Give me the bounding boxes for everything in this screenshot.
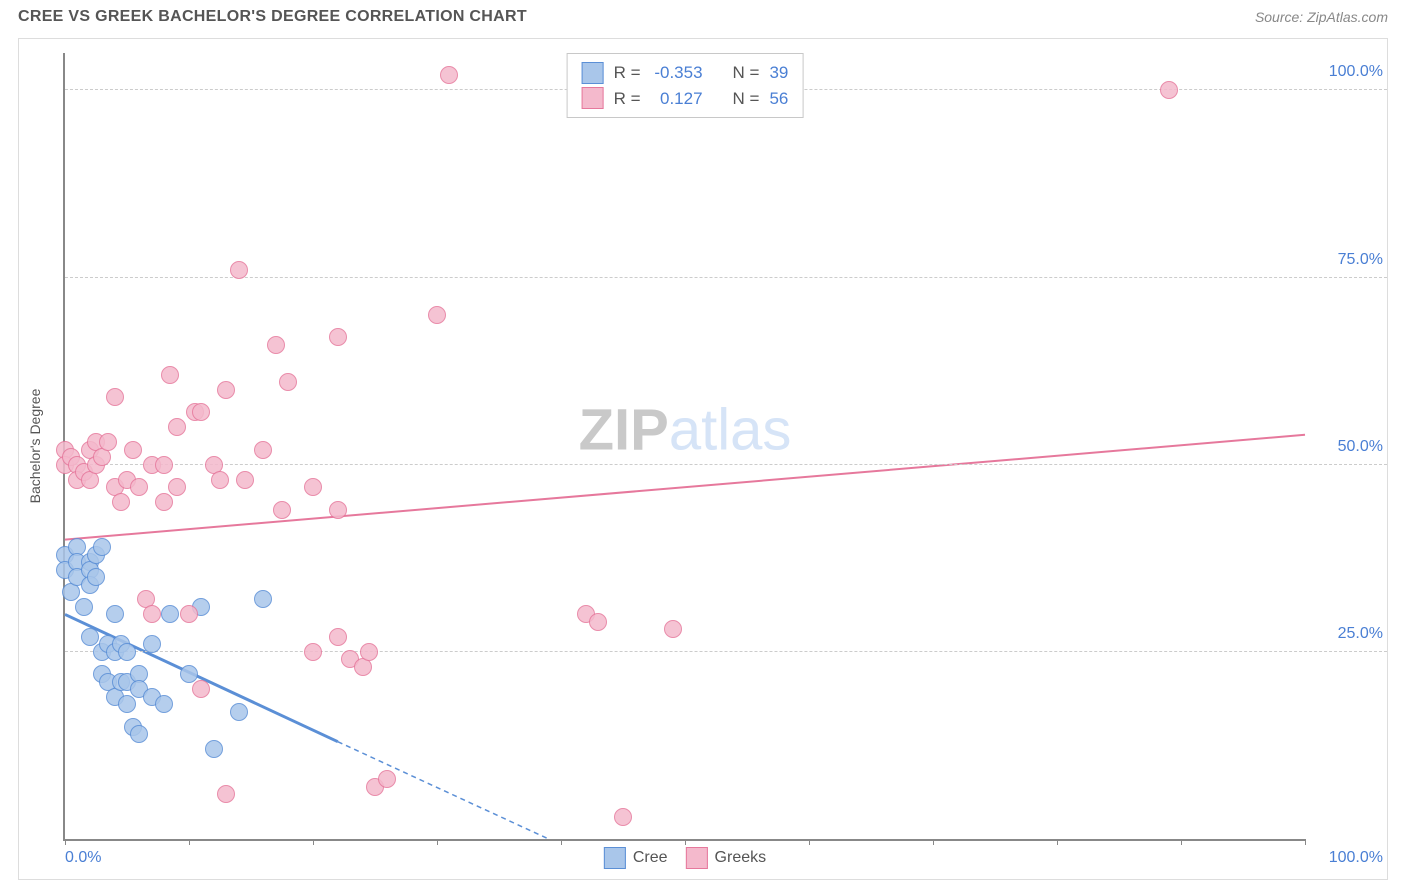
scatter-point — [180, 665, 198, 683]
scatter-point — [168, 478, 186, 496]
scatter-point — [440, 66, 458, 84]
gridline-h — [65, 651, 1387, 652]
legend-stats: R =-0.353N =39R =0.127N =56 — [567, 53, 804, 118]
xtick — [1057, 839, 1058, 845]
xtick-label: 0.0% — [65, 849, 101, 867]
scatter-point — [378, 770, 396, 788]
scatter-point — [273, 501, 291, 519]
scatter-point — [161, 366, 179, 384]
ytick-label: 100.0% — [1313, 63, 1383, 81]
scatter-point — [87, 568, 105, 586]
scatter-point — [124, 441, 142, 459]
xtick — [1305, 839, 1306, 845]
scatter-point — [217, 785, 235, 803]
scatter-point — [230, 261, 248, 279]
scatter-point — [279, 373, 297, 391]
scatter-point — [267, 336, 285, 354]
chart-title: CREE VS GREEK BACHELOR'S DEGREE CORRELAT… — [18, 8, 527, 26]
source-attribution: Source: ZipAtlas.com — [1255, 9, 1388, 25]
xtick — [189, 839, 190, 845]
ytick-label: 75.0% — [1313, 251, 1383, 269]
scatter-point — [230, 703, 248, 721]
scatter-point — [329, 501, 347, 519]
xtick — [933, 839, 934, 845]
scatter-point — [614, 808, 632, 826]
scatter-point — [211, 471, 229, 489]
xtick — [809, 839, 810, 845]
legend-series: Cree Greeks — [604, 847, 766, 869]
scatter-point — [428, 306, 446, 324]
scatter-point — [99, 433, 117, 451]
scatter-point — [143, 635, 161, 653]
scatter-point — [329, 328, 347, 346]
scatter-point — [106, 605, 124, 623]
scatter-point — [93, 538, 111, 556]
scatter-point — [664, 620, 682, 638]
scatter-point — [130, 478, 148, 496]
xtick — [437, 839, 438, 845]
xtick-label: 100.0% — [1329, 849, 1383, 867]
scatter-point — [155, 456, 173, 474]
scatter-point — [112, 493, 130, 511]
legend-series-item: Cree — [604, 847, 668, 869]
scatter-point — [155, 695, 173, 713]
xtick — [685, 839, 686, 845]
plot-area: Bachelor's Degree ZIPatlas R =-0.353N =3… — [63, 53, 1305, 841]
scatter-point — [180, 605, 198, 623]
legend-stats-row: R =0.127N =56 — [582, 86, 789, 112]
scatter-point — [205, 740, 223, 758]
scatter-point — [106, 388, 124, 406]
scatter-point — [161, 605, 179, 623]
scatter-point — [81, 628, 99, 646]
gridline-h — [65, 277, 1387, 278]
legend-stats-row: R =-0.353N =39 — [582, 60, 789, 86]
gridline-h — [65, 464, 1387, 465]
chart-container: Bachelor's Degree ZIPatlas R =-0.353N =3… — [18, 38, 1388, 880]
scatter-point — [118, 695, 136, 713]
watermark: ZIPatlas — [579, 397, 792, 464]
scatter-point — [360, 643, 378, 661]
scatter-point — [304, 478, 322, 496]
scatter-point — [118, 643, 136, 661]
scatter-point — [130, 725, 148, 743]
xtick — [313, 839, 314, 845]
scatter-point — [304, 643, 322, 661]
scatter-point — [329, 628, 347, 646]
scatter-point — [168, 418, 186, 436]
trend-lines — [65, 53, 1305, 839]
xtick — [1181, 839, 1182, 845]
scatter-point — [254, 441, 272, 459]
scatter-point — [192, 680, 210, 698]
scatter-point — [1160, 81, 1178, 99]
ytick-label: 50.0% — [1313, 438, 1383, 456]
xtick — [561, 839, 562, 845]
scatter-point — [217, 381, 235, 399]
scatter-point — [75, 598, 93, 616]
ytick-label: 25.0% — [1313, 625, 1383, 643]
legend-series-item: Greeks — [686, 847, 767, 869]
scatter-point — [155, 493, 173, 511]
scatter-point — [236, 471, 254, 489]
xtick — [65, 839, 66, 845]
yaxis-title: Bachelor's Degree — [27, 389, 43, 504]
scatter-point — [143, 605, 161, 623]
scatter-point — [192, 403, 210, 421]
scatter-point — [589, 613, 607, 631]
scatter-point — [254, 590, 272, 608]
